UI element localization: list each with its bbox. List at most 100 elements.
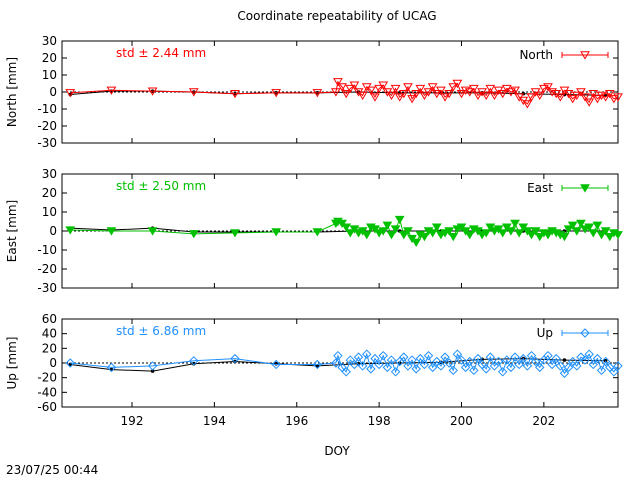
east-data-point bbox=[576, 219, 586, 228]
up-data-point bbox=[353, 352, 364, 362]
east-data-point bbox=[188, 230, 199, 239]
north-data-point bbox=[440, 93, 450, 102]
north-data-point bbox=[481, 91, 492, 100]
up-data-point bbox=[485, 352, 496, 362]
north-data-point bbox=[374, 84, 385, 94]
east-std-label: std ± 2.50 mm bbox=[116, 179, 206, 193]
up-data-point bbox=[331, 358, 341, 368]
north-data-point bbox=[333, 78, 343, 87]
up-data-point bbox=[497, 367, 508, 377]
east-data-point bbox=[510, 219, 520, 228]
east-panel: -30 -20 -10 0 10 20 30 East [mm] std ± 2.50 mm Ea… bbox=[5, 167, 623, 295]
east-series bbox=[65, 215, 623, 247]
up-data-point bbox=[312, 359, 323, 370]
up-data-point bbox=[333, 350, 343, 361]
north-data-point bbox=[431, 90, 442, 99]
north-data-point bbox=[407, 95, 417, 104]
north-data-point bbox=[497, 90, 508, 99]
east-y-tick-label: -10 bbox=[37, 243, 57, 257]
north-data-point bbox=[576, 88, 586, 97]
east-data-point bbox=[390, 225, 401, 234]
up-data-point bbox=[378, 350, 388, 361]
up-data-point bbox=[535, 362, 545, 373]
east-data-point bbox=[584, 223, 595, 232]
up-data-point bbox=[506, 362, 516, 373]
north-data-point bbox=[473, 91, 483, 100]
up-data-point bbox=[469, 365, 479, 376]
up-data-point bbox=[559, 368, 570, 378]
up-data-point bbox=[551, 353, 561, 364]
north-data-point bbox=[411, 90, 422, 99]
east-data-point bbox=[444, 227, 455, 236]
east-data-point bbox=[592, 221, 603, 230]
up-data-point bbox=[147, 361, 158, 371]
north-data-point bbox=[448, 83, 459, 92]
up-data-point bbox=[588, 359, 598, 370]
up-data-point bbox=[613, 361, 623, 371]
north-data-point bbox=[456, 90, 467, 99]
east-data-point bbox=[497, 229, 508, 238]
north-data-point bbox=[312, 89, 323, 98]
east-data-point bbox=[345, 229, 356, 238]
north-y-tick-label: 10 bbox=[42, 68, 57, 82]
north-data-point bbox=[357, 91, 368, 100]
north-data-point bbox=[489, 91, 500, 100]
up-reference-point bbox=[315, 364, 320, 368]
east-data-point bbox=[530, 227, 541, 236]
up-y-tick-label: 60 bbox=[42, 312, 57, 326]
up-data-point bbox=[382, 362, 393, 373]
north-std-label: std ± 2.44 mm bbox=[116, 46, 206, 60]
east-data-point bbox=[65, 226, 76, 235]
up-data-point bbox=[415, 353, 426, 364]
up-reference-point bbox=[274, 361, 278, 366]
north-y-tick-label: -10 bbox=[37, 102, 57, 116]
up-data-point bbox=[189, 356, 199, 366]
north-data-point bbox=[567, 95, 578, 104]
east-data-point bbox=[567, 221, 578, 230]
east-data-point bbox=[419, 233, 430, 242]
east-y-tick-label: 0 bbox=[49, 224, 57, 238]
north-y-tick-label: 30 bbox=[42, 34, 57, 48]
east-y-tick-label: -30 bbox=[37, 281, 57, 295]
north-data-point bbox=[452, 79, 463, 89]
up-data-point bbox=[543, 350, 553, 361]
north-data-point bbox=[468, 84, 479, 94]
east-data-point bbox=[403, 227, 413, 236]
up-y-tick-label: 40 bbox=[42, 327, 57, 341]
north-data-point bbox=[460, 86, 471, 95]
east-y-tick-label: -20 bbox=[37, 262, 57, 276]
up-data-point bbox=[423, 350, 434, 361]
north-data-point bbox=[436, 86, 446, 95]
x-tick-label: 202 bbox=[532, 414, 555, 428]
up-data-point bbox=[370, 353, 380, 364]
east-legend-marker bbox=[580, 184, 590, 193]
up-data-point bbox=[609, 367, 619, 377]
north-data-point bbox=[584, 98, 595, 107]
north-data-point bbox=[337, 83, 347, 92]
up-data-point bbox=[563, 362, 574, 373]
up-y-tick-label: 0 bbox=[49, 356, 57, 370]
up-data-point bbox=[271, 359, 281, 370]
up-data-point bbox=[522, 361, 533, 371]
east-data-point bbox=[571, 227, 582, 236]
east-data-point bbox=[600, 227, 611, 236]
north-data-point bbox=[600, 93, 611, 102]
north-data-point bbox=[423, 88, 434, 97]
north-data-point bbox=[464, 88, 475, 97]
east-data-point bbox=[514, 229, 525, 238]
up-data-point bbox=[526, 350, 537, 361]
north-data-point bbox=[613, 93, 623, 102]
up-reference-point bbox=[191, 361, 196, 366]
north-data-point bbox=[522, 100, 533, 109]
east-data-point bbox=[596, 231, 607, 240]
up-data-point bbox=[456, 355, 467, 365]
east-data-point bbox=[361, 231, 372, 240]
north-data-point bbox=[444, 90, 455, 99]
x-tick-label: 198 bbox=[368, 414, 391, 428]
up-y-axis-label: Up [mm] bbox=[5, 337, 19, 390]
north-y-tick-label: 20 bbox=[42, 51, 57, 65]
north-data-point bbox=[271, 89, 282, 98]
x-tick-label: 196 bbox=[285, 414, 308, 428]
up-data-point bbox=[493, 356, 504, 367]
